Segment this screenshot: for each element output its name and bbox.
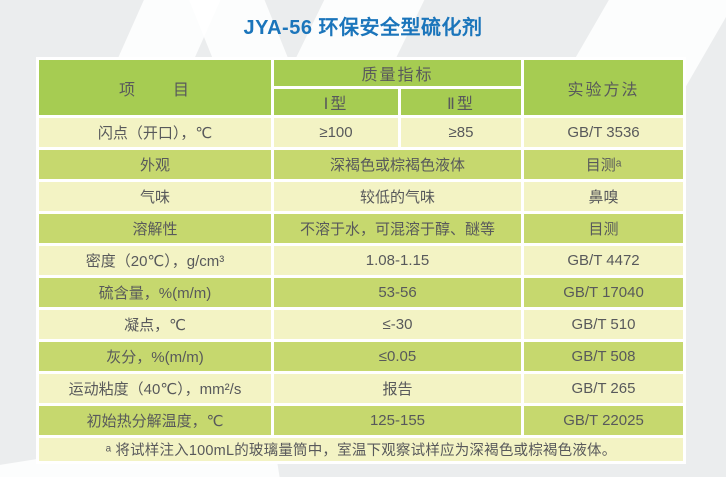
header-type2: Ⅱ型 — [401, 89, 521, 115]
type1-cell: ≥100 — [274, 118, 398, 147]
page-title: JYA-56 环保安全型硫化剂 — [243, 17, 483, 39]
value-cell: 深褐色或棕褐色液体 — [274, 150, 521, 179]
value-cell: ≤-30 — [274, 310, 521, 339]
value-cell: 较低的气味 — [274, 182, 521, 211]
item-cell: 闪点（开口），℃ — [39, 118, 271, 147]
value-cell: 125-155 — [274, 406, 521, 435]
method-cell: GB/T 510 — [524, 310, 683, 339]
table-row: 闪点（开口），℃ ≥100 ≥85 GB/T 3536 — [39, 118, 683, 147]
value-cell: 1.08-1.15 — [274, 246, 521, 275]
method-cell: 鼻嗅 — [524, 182, 683, 211]
item-cell: 溶解性 — [39, 214, 271, 243]
item-cell: 气味 — [39, 182, 271, 211]
method-cell: GB/T 17040 — [524, 278, 683, 307]
value-cell: 报告 — [274, 374, 521, 403]
method-cell: GB/T 508 — [524, 342, 683, 371]
header-row-1: 项 目 质量指标 实验方法 — [39, 60, 683, 115]
method-cell: 目测ᵃ — [524, 150, 683, 179]
header-type1: Ⅰ型 — [274, 89, 398, 115]
footnote-cell: ᵃ 将试样注入100mL的玻璃量筒中，室温下观察试样应为深褐色或棕褐色液体。 — [39, 438, 683, 461]
value-cell: 不溶于水，可混溶于醇、醚等 — [274, 214, 521, 243]
value-cell: ≤0.05 — [274, 342, 521, 371]
table-row: 初始热分解温度，℃ 125-155 GB/T 22025 — [39, 406, 683, 435]
method-cell: GB/T 4472 — [524, 246, 683, 275]
method-cell: GB/T 22025 — [524, 406, 683, 435]
header-quality-index: 质量指标 — [274, 60, 521, 86]
value-cell: 53-56 — [274, 278, 521, 307]
table-row: 溶解性 不溶于水，可混溶于醇、醚等 目测 — [39, 214, 683, 243]
item-cell: 灰分，%(m/m) — [39, 342, 271, 371]
spec-table: 项 目 质量指标 实验方法 Ⅰ型 Ⅱ型 闪点（开口），℃ ≥100 ≥85 GB… — [36, 57, 686, 464]
method-cell: GB/T 3536 — [524, 118, 683, 147]
table-row: 运动粘度（40℃），mm²/s 报告 GB/T 265 — [39, 374, 683, 403]
footnote-row: ᵃ 将试样注入100mL的玻璃量筒中，室温下观察试样应为深褐色或棕褐色液体。 — [39, 438, 683, 461]
item-cell: 初始热分解温度，℃ — [39, 406, 271, 435]
header-row-2: Ⅰ型 Ⅱ型 — [39, 89, 683, 115]
method-cell: 目测 — [524, 214, 683, 243]
table-row: 硫含量，%(m/m) 53-56 GB/T 17040 — [39, 278, 683, 307]
item-cell: 外观 — [39, 150, 271, 179]
table-row: 灰分，%(m/m) ≤0.05 GB/T 508 — [39, 342, 683, 371]
header-method: 实验方法 — [524, 60, 683, 115]
item-cell: 运动粘度（40℃），mm²/s — [39, 374, 271, 403]
type2-cell: ≥85 — [401, 118, 521, 147]
item-cell: 凝点，℃ — [39, 310, 271, 339]
table-row: 气味 较低的气味 鼻嗅 — [39, 182, 683, 211]
header-item: 项 目 — [39, 60, 271, 115]
table-row: 凝点，℃ ≤-30 GB/T 510 — [39, 310, 683, 339]
item-cell: 硫含量，%(m/m) — [39, 278, 271, 307]
table-row: 外观 深褐色或棕褐色液体 目测ᵃ — [39, 150, 683, 179]
item-cell: 密度（20℃），g/cm³ — [39, 246, 271, 275]
method-cell: GB/T 265 — [524, 374, 683, 403]
table-row: 密度（20℃），g/cm³ 1.08-1.15 GB/T 4472 — [39, 246, 683, 275]
